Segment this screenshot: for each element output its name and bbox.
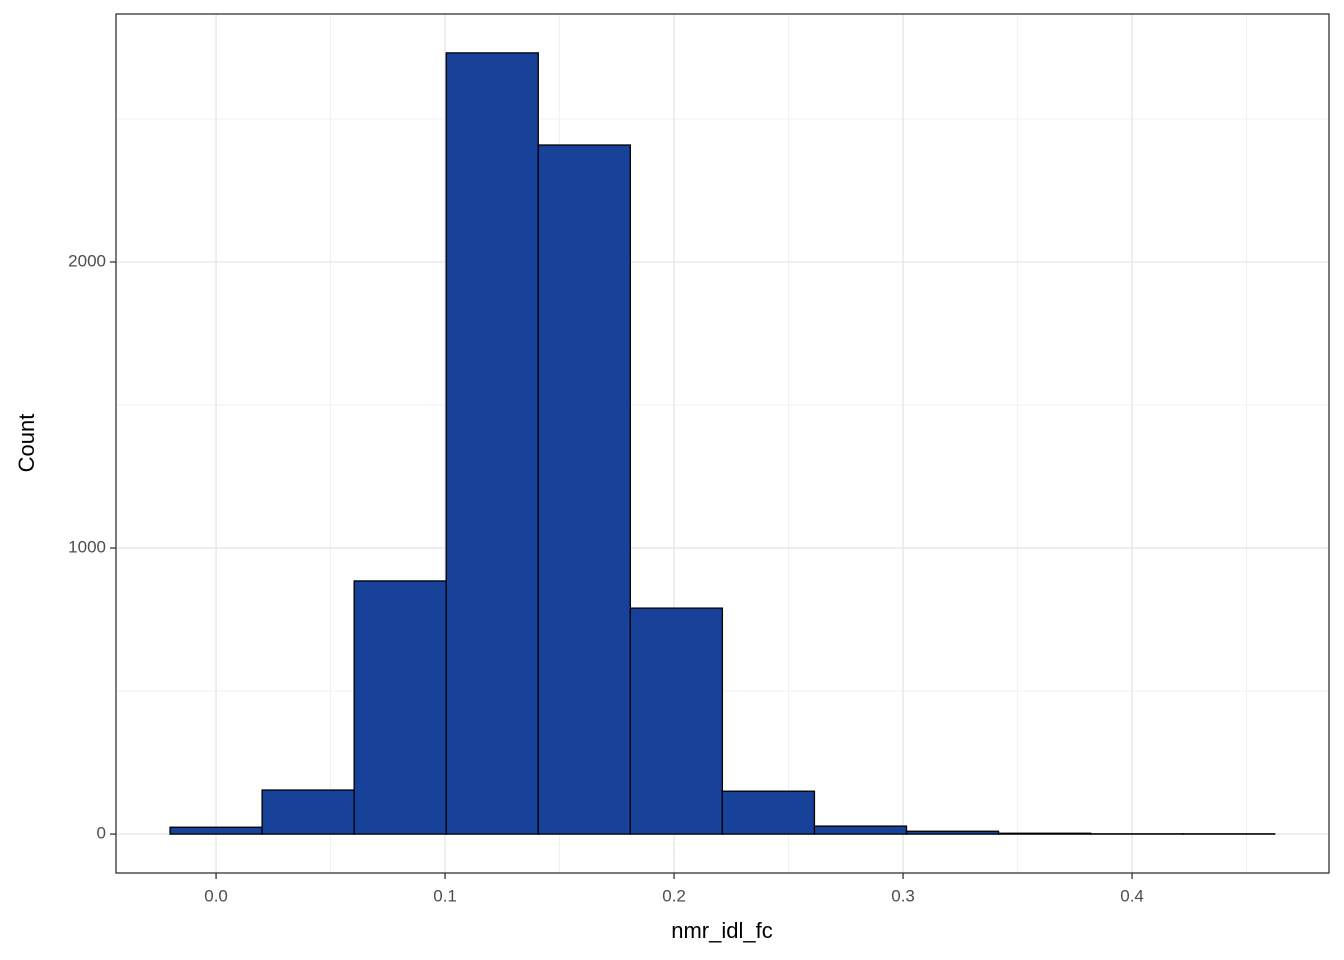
bar (629, 607, 724, 835)
x-axis-title: nmr_idl_fc (671, 918, 772, 943)
bar (721, 790, 816, 835)
bar (905, 830, 1000, 835)
bar (169, 826, 263, 835)
y-tick-label: 2000 (68, 251, 106, 270)
x-tick-label: 0.1 (433, 886, 457, 905)
bar (813, 825, 908, 835)
bar (445, 52, 539, 835)
bar (537, 144, 631, 835)
y-tick-label: 1000 (68, 538, 106, 557)
bar (353, 580, 447, 835)
bar (261, 789, 355, 835)
y-tick-label: 0 (97, 824, 106, 843)
y-axis-title: Count (14, 414, 39, 473)
bar (997, 832, 1092, 835)
x-tick-label: 0.3 (891, 886, 915, 905)
panel-border (115, 13, 1330, 874)
x-tick-label: 0.4 (1120, 886, 1144, 905)
x-tick-label: 0.2 (662, 886, 686, 905)
x-tick-label: 0.0 (204, 886, 228, 905)
